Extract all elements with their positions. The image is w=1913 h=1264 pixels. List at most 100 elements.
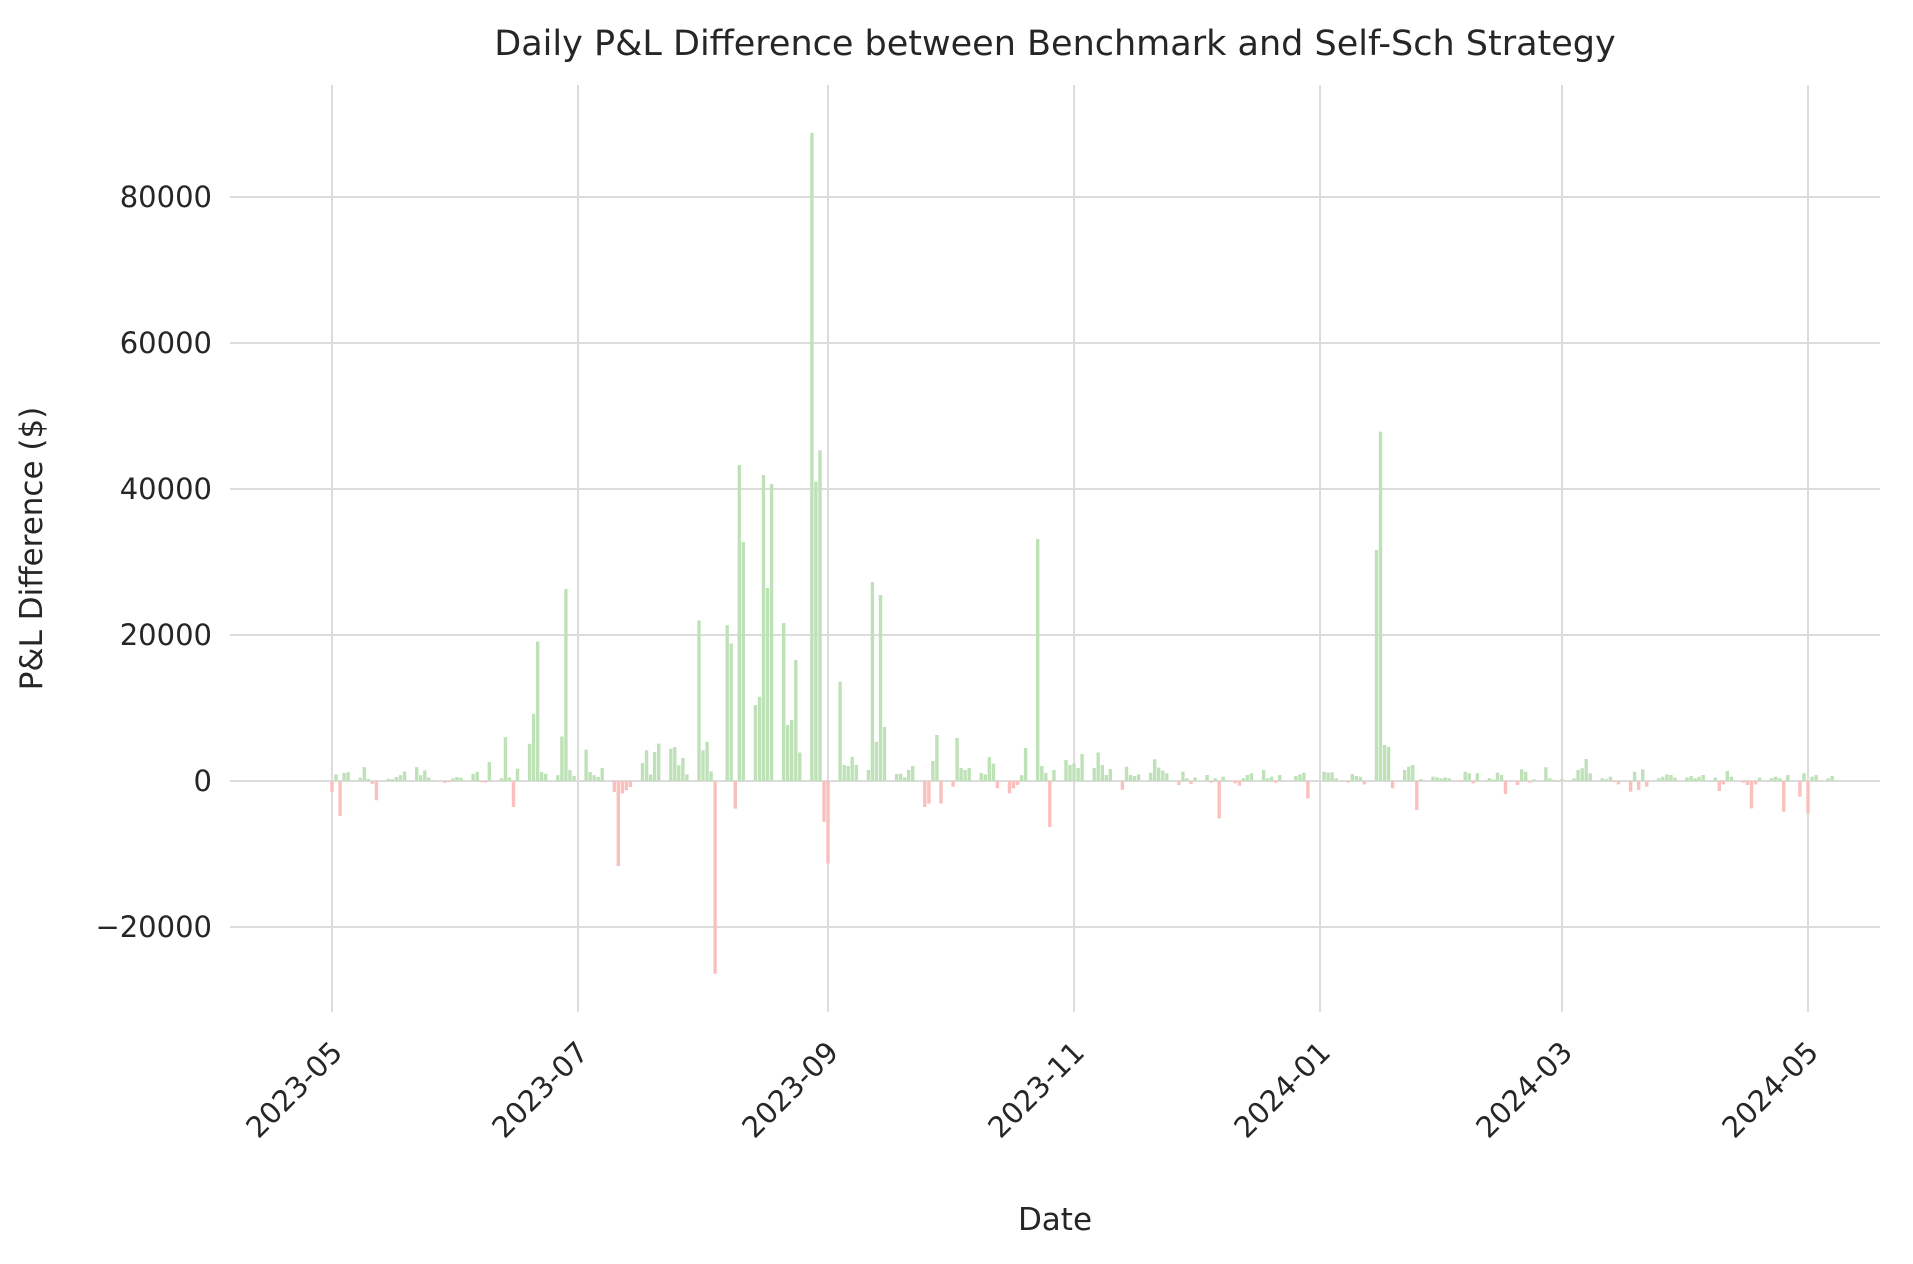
bar-negative — [923, 781, 927, 807]
y-tick-label: 40000 — [120, 472, 212, 506]
chart-title: Daily P&L Difference between Benchmark a… — [494, 24, 1615, 64]
bar-negative — [1741, 781, 1746, 783]
bar-negative — [612, 781, 616, 792]
x-tick-label: 2024-01 — [1227, 1035, 1337, 1145]
bar-negative — [338, 781, 342, 816]
bar-positive — [967, 768, 971, 781]
bar-negative — [939, 781, 943, 804]
bar-positive — [878, 595, 883, 781]
bar-positive — [790, 720, 794, 781]
bar-positive — [648, 774, 653, 781]
bar-positive — [1374, 550, 1379, 781]
bar-positive — [1326, 772, 1330, 781]
bar-positive — [685, 774, 689, 781]
bar-negative — [1007, 781, 1012, 794]
bar-positive — [431, 780, 435, 781]
bar-positive — [935, 735, 939, 781]
bar-positive — [531, 713, 536, 781]
x-tick-label: 2023-11 — [981, 1035, 1091, 1145]
bar-positive — [1520, 769, 1524, 781]
bar-negative — [616, 781, 620, 866]
bar-negative — [826, 781, 830, 864]
bar-positive — [644, 750, 649, 781]
bar-positive — [1463, 771, 1467, 781]
bar-positive — [1588, 773, 1592, 781]
bar-negative — [713, 781, 717, 974]
bar-positive — [757, 696, 762, 781]
bar-positive — [564, 589, 568, 781]
bar-positive — [911, 766, 915, 781]
bar-negative — [1798, 781, 1802, 797]
bar-negative — [1459, 781, 1463, 782]
bar-positive — [1467, 773, 1471, 781]
bar-negative — [822, 781, 826, 822]
bar-positive — [1080, 754, 1084, 781]
bar-positive — [475, 771, 479, 781]
bar-positive — [1104, 775, 1108, 781]
bar-positive — [1330, 772, 1334, 781]
bar-positive — [1689, 776, 1693, 781]
bar-positive — [1439, 778, 1443, 781]
bar-positive — [850, 756, 854, 781]
bar-positive — [540, 772, 544, 781]
bar-positive — [907, 770, 911, 781]
bar-positive — [818, 450, 822, 781]
bar-positive — [1725, 771, 1729, 781]
bar-positive — [423, 770, 427, 781]
bar-positive — [959, 768, 963, 781]
bar-positive — [1431, 776, 1435, 781]
bar-positive — [810, 132, 814, 782]
bar-positive — [503, 737, 508, 781]
bar-positive — [1475, 773, 1479, 781]
bar-positive — [398, 775, 403, 781]
bar-positive — [1221, 776, 1225, 781]
x-tick-label: 2023-09 — [735, 1035, 845, 1145]
bar-positive — [1052, 770, 1056, 781]
bar-positive — [842, 764, 846, 781]
y-tick-labels: −20000 0 20000 40000 60000 80000 — [95, 180, 212, 944]
bar-positive — [697, 620, 701, 781]
bar-positive — [1040, 766, 1044, 781]
bar-negative — [1721, 781, 1725, 785]
bar-positive — [894, 774, 899, 781]
y-tick-label: 80000 — [120, 180, 212, 214]
bar-positive — [596, 777, 600, 781]
bar-negative — [1189, 781, 1193, 784]
bar-positive — [1576, 770, 1580, 781]
bar-positive — [709, 771, 713, 781]
bar-positive — [419, 775, 423, 781]
bar-positive — [1185, 778, 1189, 781]
bar-positive — [402, 771, 407, 781]
bar-negative — [1415, 781, 1419, 810]
bar-negative — [374, 781, 379, 801]
bar-positive — [1153, 759, 1157, 781]
bar-negative — [1753, 781, 1758, 785]
bar-positive — [515, 768, 520, 781]
bar-negative — [995, 781, 1000, 789]
bar-positive — [741, 542, 745, 781]
bar-positive — [882, 727, 887, 781]
bar-negative — [1274, 781, 1278, 783]
bar-positive — [1076, 768, 1080, 781]
bar-negative — [1636, 781, 1641, 790]
bar-positive — [600, 768, 604, 781]
bar-positive — [1149, 772, 1153, 781]
bar-negative — [1306, 781, 1310, 799]
bar-positive — [487, 762, 491, 781]
bar-positive — [1245, 775, 1250, 781]
bar-positive — [903, 777, 907, 781]
bar-positive — [568, 770, 572, 781]
bar-positive — [1092, 768, 1096, 781]
bar-positive — [1124, 766, 1129, 781]
bar-positive — [1269, 776, 1274, 781]
bar-negative — [1120, 781, 1125, 790]
bar-positive — [1382, 745, 1387, 781]
bar-positive — [1447, 778, 1451, 781]
bar-positive — [1632, 771, 1637, 781]
bar-positive — [544, 773, 548, 781]
bar-positive — [1814, 775, 1818, 781]
bar-positive — [1161, 770, 1165, 781]
bar-positive — [1729, 776, 1734, 781]
x-tick-labels: 2023-05 2023-07 2023-09 2023-11 2024-01 2024-… — [239, 1035, 1825, 1145]
